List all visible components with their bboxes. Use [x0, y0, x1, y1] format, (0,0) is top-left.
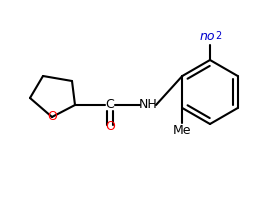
Text: C: C — [106, 99, 114, 111]
Text: NH: NH — [139, 99, 157, 111]
Text: O: O — [47, 110, 57, 124]
Text: no: no — [199, 30, 215, 44]
Text: O: O — [105, 121, 115, 134]
Text: Me: Me — [173, 125, 192, 138]
Text: 2: 2 — [215, 31, 221, 41]
